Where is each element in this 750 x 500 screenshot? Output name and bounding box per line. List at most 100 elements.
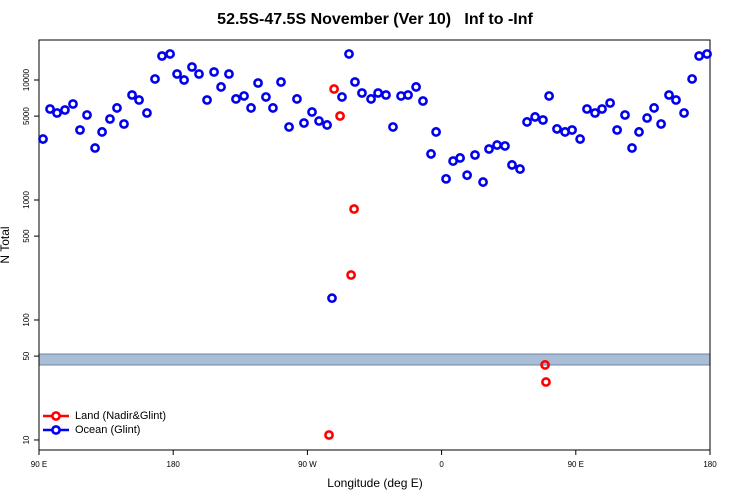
point: [388, 122, 398, 132]
point: [253, 78, 263, 88]
point: [45, 104, 55, 114]
point: [75, 125, 85, 135]
y-tick-label: 5000: [22, 107, 31, 125]
plot-frame: [38, 39, 711, 451]
point: [337, 92, 347, 102]
point: [97, 127, 107, 137]
point: [679, 108, 689, 118]
point: [216, 82, 226, 92]
point: [687, 74, 698, 84]
legend-marker: [51, 411, 61, 421]
point: [515, 164, 525, 174]
point: [605, 98, 615, 108]
point: [172, 69, 182, 79]
point: [346, 270, 356, 280]
y-tick-label: 100: [22, 313, 31, 327]
chart-title: 52.5S-47.5S November (Ver 10) Inf to -In…: [217, 11, 533, 28]
point: [552, 124, 562, 134]
point: [507, 160, 517, 170]
legend-marker: [51, 425, 61, 435]
y-tick-label: 10: [22, 435, 31, 444]
point: [642, 113, 652, 123]
point: [441, 173, 451, 184]
band: [38, 353, 711, 366]
point: [694, 51, 705, 61]
point: [246, 103, 256, 113]
point: [431, 127, 441, 137]
point: [119, 119, 129, 129]
point: [187, 62, 197, 72]
point: [530, 112, 540, 122]
point: [165, 49, 175, 59]
point: [544, 91, 555, 101]
point: [484, 144, 494, 154]
point: [292, 94, 302, 104]
point: [239, 91, 249, 101]
point: [426, 149, 436, 159]
x-tick-label: 0: [439, 460, 444, 469]
point: [649, 103, 659, 113]
point: [350, 77, 360, 87]
point: [541, 377, 551, 387]
point: [60, 105, 70, 115]
point: [597, 104, 607, 114]
point: [194, 69, 204, 79]
point: [157, 51, 167, 61]
point: [179, 75, 189, 85]
x-tick-label: 90 E: [568, 460, 584, 469]
point: [224, 69, 234, 79]
point: [134, 95, 144, 105]
point: [276, 77, 286, 87]
y-tick-label: 50: [22, 351, 31, 360]
point: [357, 88, 367, 98]
point: [702, 49, 712, 59]
x-tick-label: 180: [167, 460, 181, 469]
point: [150, 74, 160, 84]
y-tick-label: 1000: [22, 191, 31, 209]
point: [322, 120, 332, 130]
point: [142, 108, 152, 118]
point: [231, 94, 241, 104]
point: [538, 115, 548, 125]
point: [627, 143, 637, 153]
point: [540, 360, 550, 370]
point: [612, 125, 623, 135]
legend-label: Land (Nadir&Glint): [75, 410, 166, 422]
point: [582, 104, 592, 114]
point: [344, 49, 354, 59]
point: [68, 99, 78, 109]
point: [127, 90, 137, 100]
point: [314, 116, 324, 126]
point: [52, 108, 62, 118]
point: [575, 134, 586, 144]
point: [492, 140, 502, 150]
point: [634, 127, 644, 137]
point: [268, 103, 278, 113]
point: [324, 430, 334, 440]
point: [90, 143, 100, 153]
point: [82, 110, 92, 120]
point: [620, 110, 630, 120]
point: [418, 96, 428, 106]
point: [38, 134, 48, 144]
point: [567, 125, 577, 135]
point: [411, 82, 422, 92]
point: [522, 117, 532, 127]
point: [462, 170, 472, 181]
point: [329, 84, 339, 94]
point: [335, 111, 345, 121]
point: [470, 150, 480, 160]
y-tick-label: 10000: [22, 68, 31, 91]
point: [261, 92, 271, 102]
point: [664, 90, 674, 100]
point: [202, 95, 212, 105]
x-axis-label: Longitude (deg E): [327, 476, 422, 490]
x-tick-label: 180: [703, 460, 717, 469]
point: [590, 108, 600, 118]
point: [299, 118, 309, 128]
point: [105, 114, 115, 124]
point: [500, 141, 510, 151]
point: [209, 67, 219, 77]
point: [112, 103, 122, 113]
